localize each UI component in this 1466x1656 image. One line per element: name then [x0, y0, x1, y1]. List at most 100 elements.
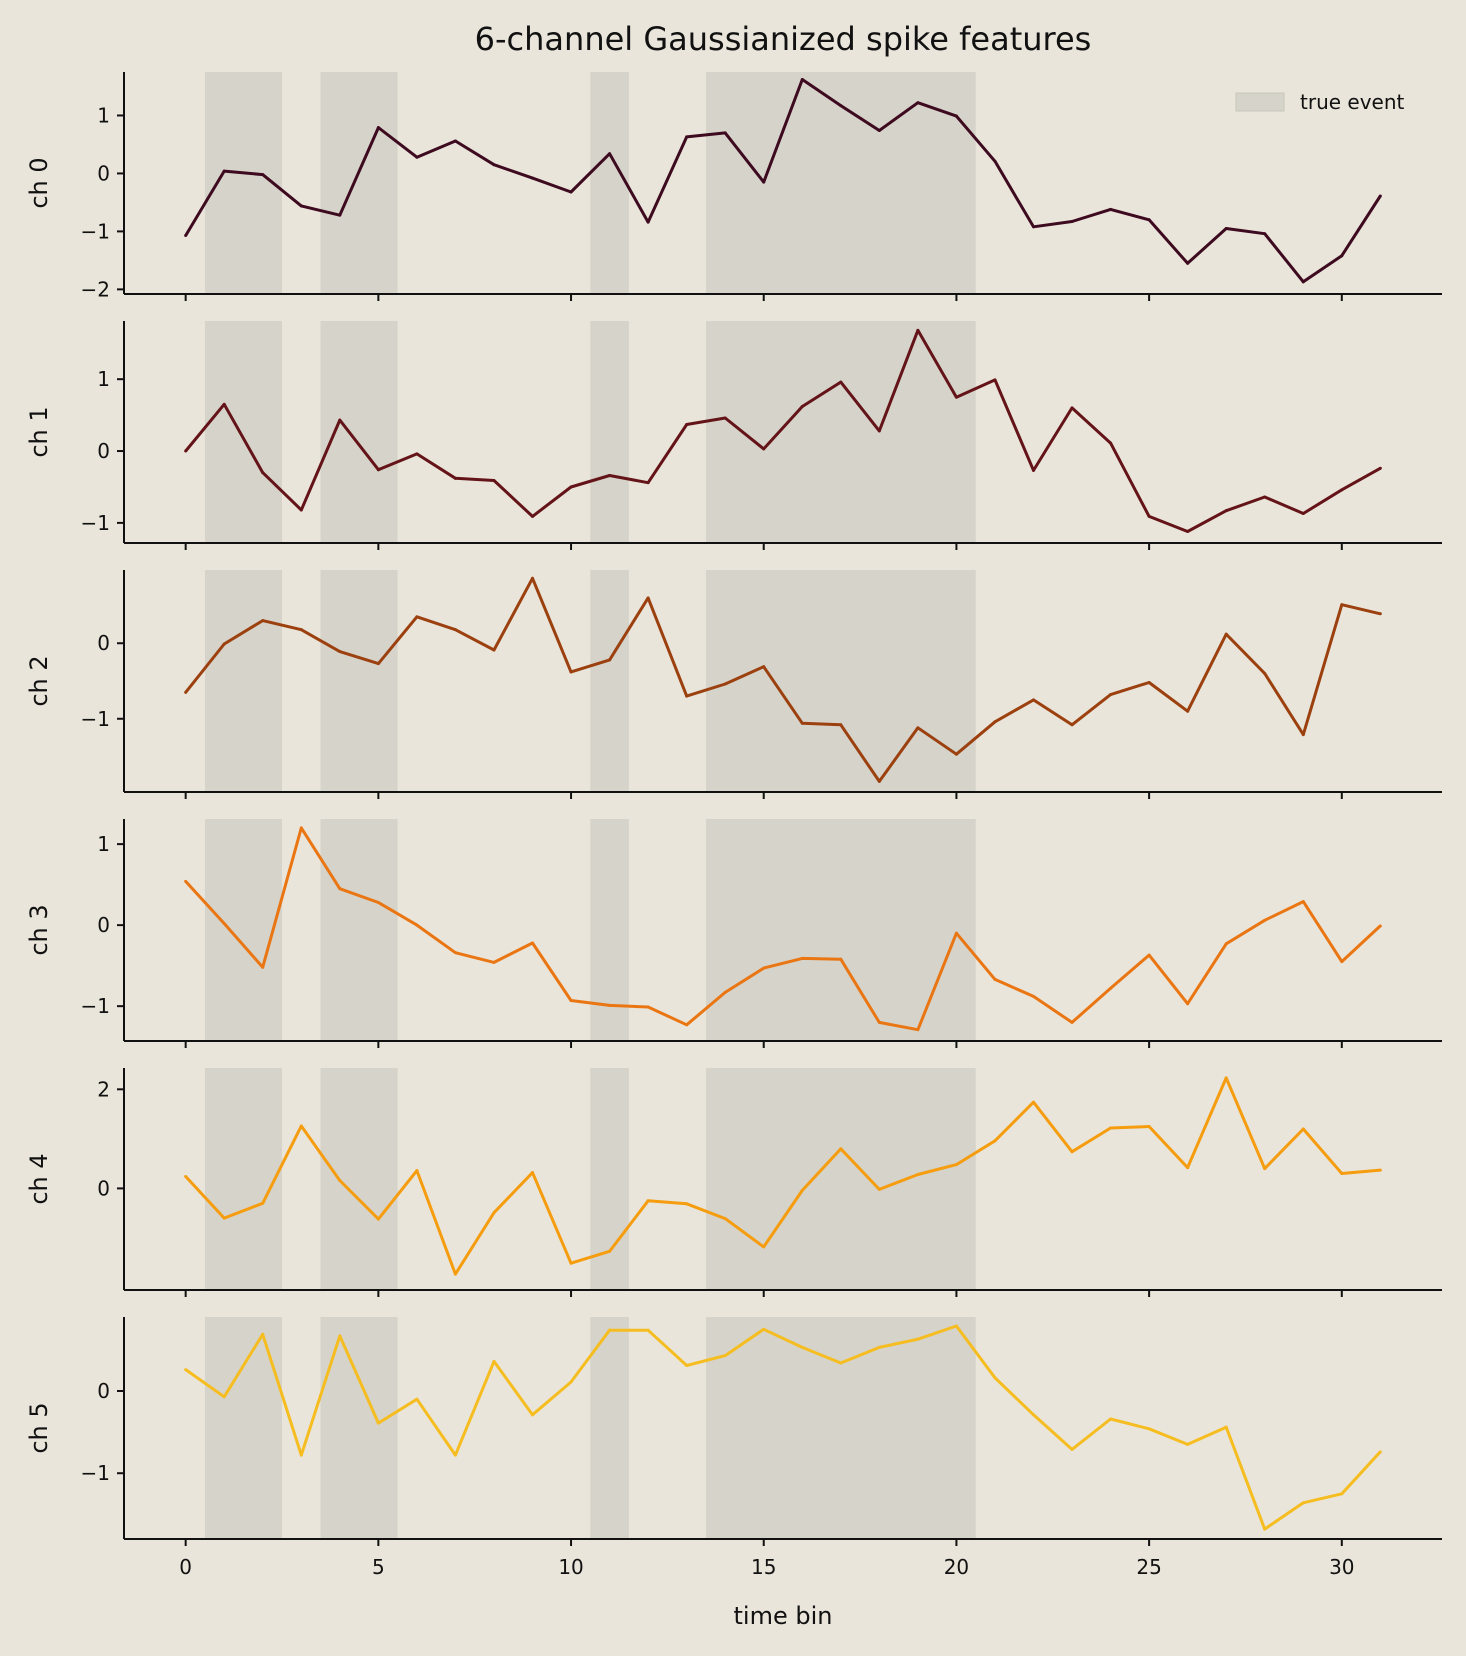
event-span: [204, 819, 283, 1041]
data-point: [1186, 530, 1190, 534]
data-point: [646, 596, 650, 600]
panel-ch-3: −1 0 1 ch 3: [25, 819, 1442, 1048]
data-point: [993, 977, 997, 981]
data-point: [954, 752, 958, 756]
data-point: [723, 1217, 727, 1221]
event-span: [590, 570, 629, 792]
y-axis-title: ch 1: [25, 406, 53, 457]
data-point: [723, 416, 727, 420]
y-tick-label: 1: [97, 832, 110, 856]
data-point: [1301, 1127, 1305, 1131]
data-point: [954, 931, 958, 935]
data-point: [184, 879, 188, 883]
data-point: [1378, 466, 1382, 470]
data-point: [1186, 1442, 1190, 1446]
data-point: [1070, 1150, 1074, 1154]
data-point: [916, 1173, 920, 1177]
data-point: [261, 173, 265, 177]
event-span: [705, 1317, 976, 1539]
data-point: [877, 1345, 881, 1349]
legend: true event: [1235, 90, 1405, 114]
data-point: [800, 956, 804, 960]
event-span: [590, 1068, 629, 1290]
data-point: [415, 1169, 419, 1173]
x-tick-label: 15: [751, 1555, 776, 1579]
y-axis-title: ch 3: [25, 904, 53, 955]
data-point: [1109, 207, 1113, 211]
data-point: [762, 1245, 766, 1249]
data-point: [1301, 900, 1305, 904]
data-point: [1147, 218, 1151, 222]
data-point: [299, 204, 303, 208]
data-point: [800, 1345, 804, 1349]
data-point: [453, 628, 457, 632]
data-point: [839, 380, 843, 384]
event-span: [320, 1317, 398, 1539]
x-tick-label: 5: [372, 1555, 385, 1579]
data-point: [184, 1368, 188, 1372]
event-span: [204, 321, 283, 543]
data-point: [608, 152, 612, 156]
data-point: [222, 1395, 226, 1399]
data-point: [608, 473, 612, 477]
data-point: [916, 328, 920, 332]
data-point: [376, 1421, 380, 1425]
data-point: [877, 779, 881, 783]
data-point: [222, 402, 226, 406]
data-point: [916, 1337, 920, 1341]
data-point: [1301, 512, 1305, 516]
data-point: [1031, 1100, 1035, 1104]
data-point: [685, 1364, 689, 1368]
data-point: [1070, 220, 1074, 224]
data-point: [338, 213, 342, 217]
data-point: [685, 135, 689, 139]
data-point: [1301, 733, 1305, 737]
data-point: [299, 628, 303, 632]
data-point: [800, 404, 804, 408]
event-span: [204, 1317, 283, 1539]
x-tick-label: 20: [944, 1555, 969, 1579]
data-point: [299, 826, 303, 830]
y-tick-label: 0: [97, 913, 110, 937]
data-point: [1147, 953, 1151, 957]
data-point: [569, 670, 573, 674]
data-point: [1378, 194, 1382, 198]
data-point: [261, 619, 265, 623]
data-point: [1186, 1166, 1190, 1170]
x-tick-label: 30: [1329, 1555, 1354, 1579]
panel-ch-2: −1 0 ch 2: [25, 570, 1442, 799]
data-point: [646, 1328, 650, 1332]
data-point: [1301, 1501, 1305, 1505]
data-point: [1340, 603, 1344, 607]
y-tick-label: 1: [97, 367, 110, 391]
data-point: [1263, 1167, 1267, 1171]
data-point: [299, 1124, 303, 1128]
data-point: [1070, 406, 1074, 410]
data-point: [299, 1453, 303, 1457]
data-point: [453, 951, 457, 955]
data-point: [261, 1332, 265, 1336]
y-tick-label: 0: [97, 1176, 110, 1200]
data-point: [839, 104, 843, 108]
data-point: [453, 139, 457, 143]
data-point: [569, 485, 573, 489]
data-point: [492, 1211, 496, 1215]
data-point: [376, 126, 380, 130]
data-point: [222, 169, 226, 173]
event-span: [705, 570, 976, 792]
event-span: [320, 819, 398, 1041]
legend-label: true event: [1300, 90, 1405, 114]
data-point: [415, 923, 419, 927]
data-point: [492, 648, 496, 652]
data-point: [415, 452, 419, 456]
data-point: [762, 180, 766, 184]
y-tick-label: 2: [97, 1077, 110, 1101]
data-point: [762, 447, 766, 451]
data-point: [569, 190, 573, 194]
data-point: [1070, 723, 1074, 727]
data-point: [415, 155, 419, 159]
data-point: [1031, 468, 1035, 472]
data-point: [954, 1163, 958, 1167]
data-point: [1224, 227, 1228, 231]
data-point: [222, 922, 226, 926]
